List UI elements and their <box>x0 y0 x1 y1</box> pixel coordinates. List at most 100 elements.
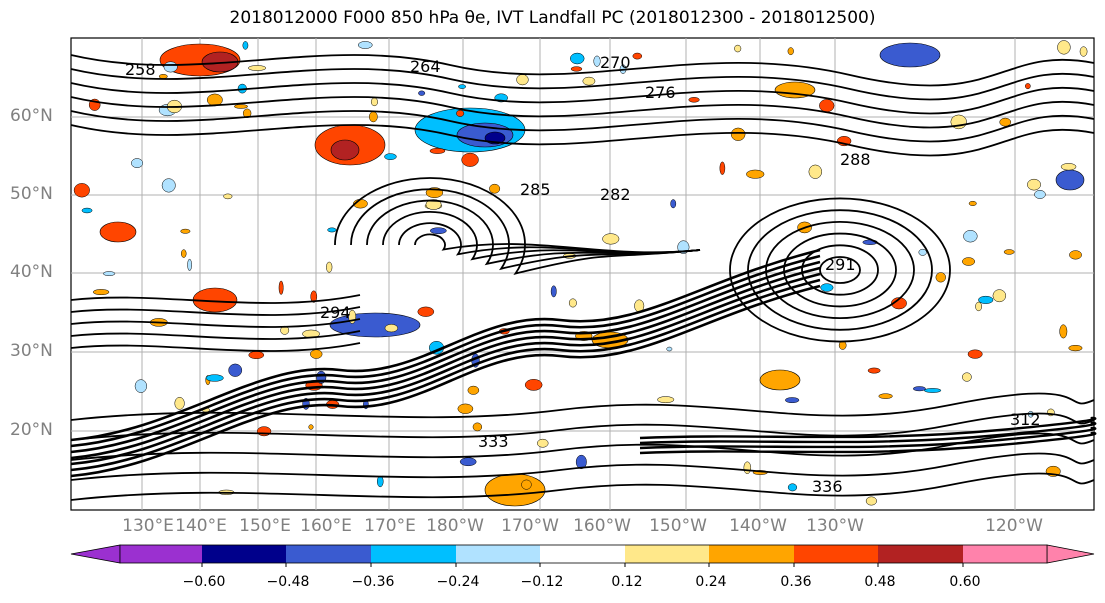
contour-label: 285 <box>520 180 551 199</box>
theta-e-contour <box>70 278 821 472</box>
pc-fill-patch <box>326 261 333 273</box>
lon-label: 160°W <box>573 516 631 536</box>
pc-fill-patch <box>327 227 337 233</box>
pc-fill-patch <box>550 285 557 298</box>
pc-fill-patch <box>180 228 191 234</box>
pc-fill-patch <box>688 97 700 103</box>
pc-fill-patch <box>570 52 585 65</box>
theta-e-contour <box>70 96 1095 129</box>
pc-fill-patch <box>867 367 881 374</box>
theta-e-contour <box>70 248 821 442</box>
pc-fill-patch <box>92 289 110 296</box>
colorbar-tick-label: 0.36 <box>780 574 812 590</box>
pc-fill-patch <box>1079 46 1088 57</box>
pc-fill-patch <box>582 76 596 86</box>
pc-fill-patch <box>1069 250 1082 260</box>
pc-fill-patch <box>234 104 248 109</box>
lon-label: 130°E <box>122 516 174 536</box>
pc-fill-patch <box>865 496 877 506</box>
pc-fill-patch <box>181 249 187 258</box>
pc-fill-patch <box>99 221 137 243</box>
colorbar-tick-label: −0.36 <box>351 574 395 590</box>
pc-fill-patch <box>1055 169 1085 191</box>
pc-fill-patch <box>743 461 752 475</box>
contour-label: 288 <box>840 150 871 169</box>
theta-e-contour <box>70 110 1095 143</box>
pc-fill-patch <box>370 97 378 107</box>
theta-e-contour <box>366 199 701 266</box>
theta-e-contour <box>70 412 1095 441</box>
pc-fill-patch <box>158 74 168 79</box>
colorbar-segment <box>709 545 794 563</box>
pc-fill-patch <box>429 227 447 235</box>
theta-e-contour <box>70 330 361 340</box>
pc-fill-patch <box>1060 163 1077 171</box>
pc-fill-patch <box>369 111 378 123</box>
pc-fill-patch <box>418 90 426 96</box>
theta-e-contour <box>70 124 1095 157</box>
pc-fill-patch <box>975 301 982 312</box>
lon-label: 180°W <box>426 516 484 536</box>
colorbar-extension-left <box>70 544 121 564</box>
theta-e-contours <box>70 54 1097 501</box>
theta-e-contour <box>819 256 861 284</box>
theta-e-contour <box>70 306 361 316</box>
lon-label: 120°W <box>985 516 1043 536</box>
pc-fill-patch <box>537 438 549 448</box>
pc-fill-patch <box>1027 178 1041 191</box>
colorbar-segment <box>963 545 1047 563</box>
pc-fill-patch <box>131 158 144 169</box>
pc-fill-patch <box>376 475 384 488</box>
colorbar-segment <box>456 545 540 563</box>
pc-fill-patch <box>223 193 233 200</box>
pc-fill-patch <box>999 117 1012 127</box>
pc-fill-patch <box>774 81 816 99</box>
contour-label: 258 <box>125 60 156 79</box>
colorbar-segment <box>878 545 963 563</box>
theta-e-contour <box>639 426 1097 450</box>
pc-fill-patch <box>879 42 941 68</box>
theta-e-contour <box>639 421 1097 445</box>
colorbar-tick-label: 0.12 <box>611 574 643 590</box>
theta-e-contour <box>765 221 915 319</box>
lat-label: 60°N <box>10 106 53 126</box>
pc-fill-patch <box>719 161 726 175</box>
pc-fill-patch <box>570 66 583 72</box>
theta-e-contour <box>70 272 821 466</box>
theta-e-contour <box>729 197 951 343</box>
pc-fill-patch <box>878 393 893 399</box>
pc-fill-patch <box>1059 324 1068 339</box>
pc-fill-patch <box>489 183 501 194</box>
pc-fill-patch <box>228 363 243 377</box>
pc-fill-patch <box>891 297 907 310</box>
pc-fill-patch <box>962 257 976 266</box>
pc-fill-patch <box>1025 83 1031 90</box>
theta-e-contour <box>70 82 1095 115</box>
theta-e-contour <box>70 54 1095 87</box>
theta-e-contour <box>70 294 361 304</box>
colorbar-segment <box>202 545 286 563</box>
pc-fill-patch <box>968 200 977 206</box>
theta-e-contour <box>334 177 701 275</box>
pc-fill-patch <box>962 372 972 382</box>
pc-fill-patch <box>103 271 116 276</box>
contour-label: 276 <box>645 83 676 102</box>
theta-e-contour <box>70 266 821 460</box>
pc-fill-patch <box>308 424 314 430</box>
pc-fill-patch <box>459 457 477 467</box>
theta-e-contour <box>70 68 1095 101</box>
pc-fill-patch <box>923 388 942 393</box>
colorbar-tick-label: 0.48 <box>864 574 896 590</box>
pc-fill-patch <box>918 248 927 256</box>
lat-label: 30°N <box>10 341 53 361</box>
theta-e-contour <box>350 188 701 271</box>
lon-label: 140°E <box>175 516 227 536</box>
pc-fill-patch <box>820 283 834 292</box>
pc-fill-patch <box>1003 249 1015 255</box>
pc-fill-patch <box>425 199 442 210</box>
contour-label: 264 <box>410 57 441 76</box>
pc-fill-patch <box>417 306 435 317</box>
pc-fill-patch <box>759 369 801 391</box>
colorbar-segment <box>794 545 878 563</box>
